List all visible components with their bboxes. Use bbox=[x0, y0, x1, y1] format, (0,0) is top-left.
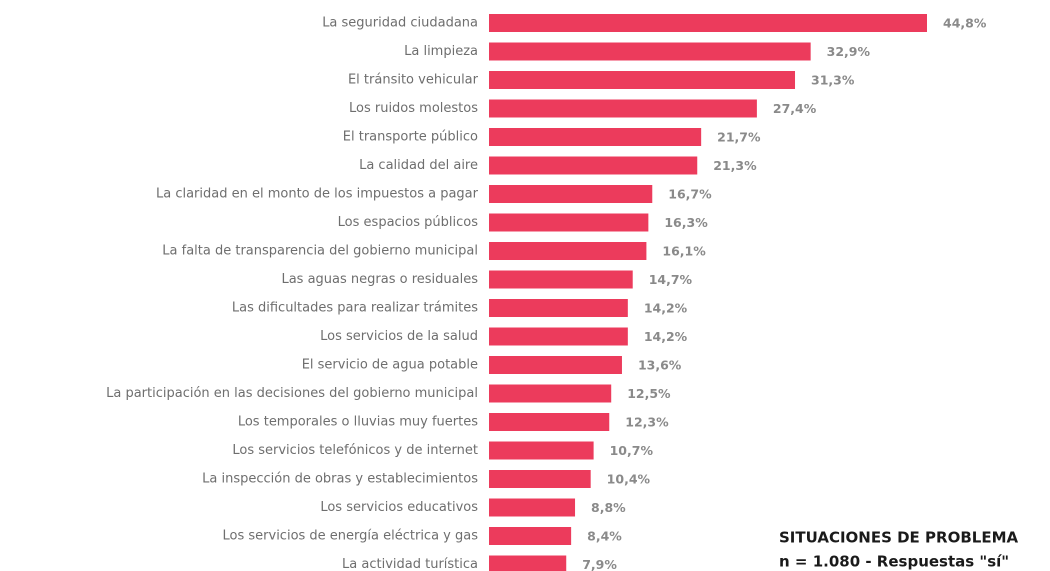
bar bbox=[489, 71, 796, 89]
category-label: Los servicios de la salud bbox=[320, 329, 478, 344]
value-label: 32,9% bbox=[827, 44, 871, 59]
category-label: Los servicios educativos bbox=[320, 500, 478, 515]
category-label: El tránsito vehicular bbox=[348, 73, 479, 88]
value-label: 8,8% bbox=[591, 500, 626, 515]
category-label: El transporte público bbox=[343, 130, 478, 145]
bar bbox=[489, 213, 649, 232]
bar bbox=[489, 270, 633, 289]
category-label: Los temporales o lluvias muy fuertes bbox=[238, 415, 478, 430]
category-label: La participación en las decisiones del g… bbox=[106, 386, 478, 401]
bar bbox=[489, 498, 576, 517]
value-label: 12,5% bbox=[627, 386, 671, 401]
value-label: 14,2% bbox=[644, 329, 688, 344]
bar bbox=[489, 242, 647, 260]
bar bbox=[489, 299, 628, 317]
category-label: La actividad turística bbox=[342, 557, 478, 571]
value-label: 27,4% bbox=[773, 101, 817, 116]
value-label: 16,1% bbox=[662, 244, 706, 259]
chart-title: SITUACIONES DE PROBLEMA bbox=[779, 529, 1018, 547]
value-label: 16,7% bbox=[668, 187, 712, 202]
value-label: 10,7% bbox=[610, 443, 654, 458]
category-label: Las aguas negras o residuales bbox=[281, 272, 478, 287]
bar bbox=[489, 413, 610, 431]
category-label: La claridad en el monto de los impuestos… bbox=[156, 187, 479, 202]
bar bbox=[489, 185, 653, 203]
bar bbox=[489, 128, 702, 146]
bar bbox=[489, 99, 757, 118]
value-label: 21,3% bbox=[713, 158, 757, 173]
bar bbox=[489, 527, 572, 545]
value-label: 13,6% bbox=[638, 358, 682, 373]
bar bbox=[489, 14, 927, 32]
category-label: Los espacios públicos bbox=[338, 215, 479, 230]
category-label: La calidad del aire bbox=[359, 158, 478, 173]
category-label: La limpieza bbox=[404, 44, 478, 59]
bar bbox=[489, 356, 622, 374]
category-label: Los servicios telefónicos y de internet bbox=[232, 443, 478, 458]
bar bbox=[489, 470, 591, 488]
value-label: 7,9% bbox=[582, 557, 617, 571]
bar bbox=[489, 384, 612, 403]
category-label: Los ruidos molestos bbox=[349, 101, 478, 116]
category-label: El servicio de agua potable bbox=[302, 358, 478, 373]
bar bbox=[489, 555, 567, 571]
value-label: 10,4% bbox=[607, 472, 651, 487]
value-label: 31,3% bbox=[811, 73, 855, 88]
bar bbox=[489, 441, 594, 460]
value-label: 12,3% bbox=[625, 415, 669, 430]
value-label: 44,8% bbox=[943, 16, 987, 31]
value-label: 8,4% bbox=[587, 529, 622, 544]
bar bbox=[489, 42, 811, 61]
category-label: Los servicios de energía eléctrica y gas bbox=[223, 529, 479, 544]
bar bbox=[489, 327, 628, 346]
value-label: 14,2% bbox=[644, 301, 688, 316]
chart-subtitle: n = 1.080 - Respuestas "sí" bbox=[779, 553, 1009, 571]
category-label: La inspección de obras y establecimiento… bbox=[202, 472, 478, 487]
value-label: 14,7% bbox=[649, 272, 693, 287]
value-label: 21,7% bbox=[717, 130, 761, 145]
category-label: La falta de transparencia del gobierno m… bbox=[162, 244, 478, 259]
category-label: Las dificultades para realizar trámites bbox=[232, 301, 478, 316]
category-label: La seguridad ciudadana bbox=[322, 16, 478, 31]
bar bbox=[489, 156, 698, 175]
value-label: 16,3% bbox=[664, 215, 708, 230]
